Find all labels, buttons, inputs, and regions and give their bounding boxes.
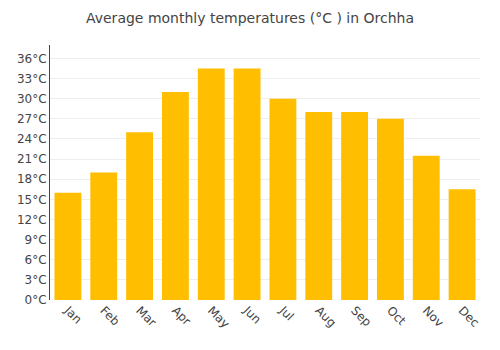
svg-text:Apr: Apr (169, 303, 194, 328)
svg-text:Mar: Mar (133, 303, 159, 329)
svg-text:6°C: 6°C (25, 253, 47, 267)
svg-text:33°C: 33°C (17, 72, 47, 86)
svg-text:Oct: Oct (384, 303, 409, 328)
svg-text:Jan: Jan (61, 303, 85, 327)
svg-text:24°C: 24°C (17, 132, 47, 146)
svg-text:21°C: 21°C (17, 152, 47, 166)
svg-text:Jul: Jul (276, 303, 297, 324)
svg-text:12°C: 12°C (17, 213, 47, 227)
svg-text:9°C: 9°C (25, 233, 47, 247)
svg-text:30°C: 30°C (17, 92, 47, 106)
svg-text:Jun: Jun (240, 303, 264, 327)
svg-text:36°C: 36°C (17, 52, 47, 66)
svg-text:27°C: 27°C (17, 112, 47, 126)
svg-text:18°C: 18°C (17, 172, 47, 186)
svg-text:Feb: Feb (97, 303, 122, 328)
svg-text:May: May (205, 303, 232, 330)
svg-text:15°C: 15°C (17, 193, 47, 207)
svg-text:Dec: Dec (456, 303, 482, 329)
svg-text:Nov: Nov (420, 303, 446, 329)
svg-text:Sep: Sep (348, 303, 374, 329)
svg-text:0°C: 0°C (25, 293, 47, 307)
svg-text:3°C: 3°C (25, 273, 47, 287)
svg-text:Average monthly temperatures (: Average monthly temperatures (°C ) in Or… (86, 10, 414, 26)
svg-text:Aug: Aug (312, 303, 338, 329)
